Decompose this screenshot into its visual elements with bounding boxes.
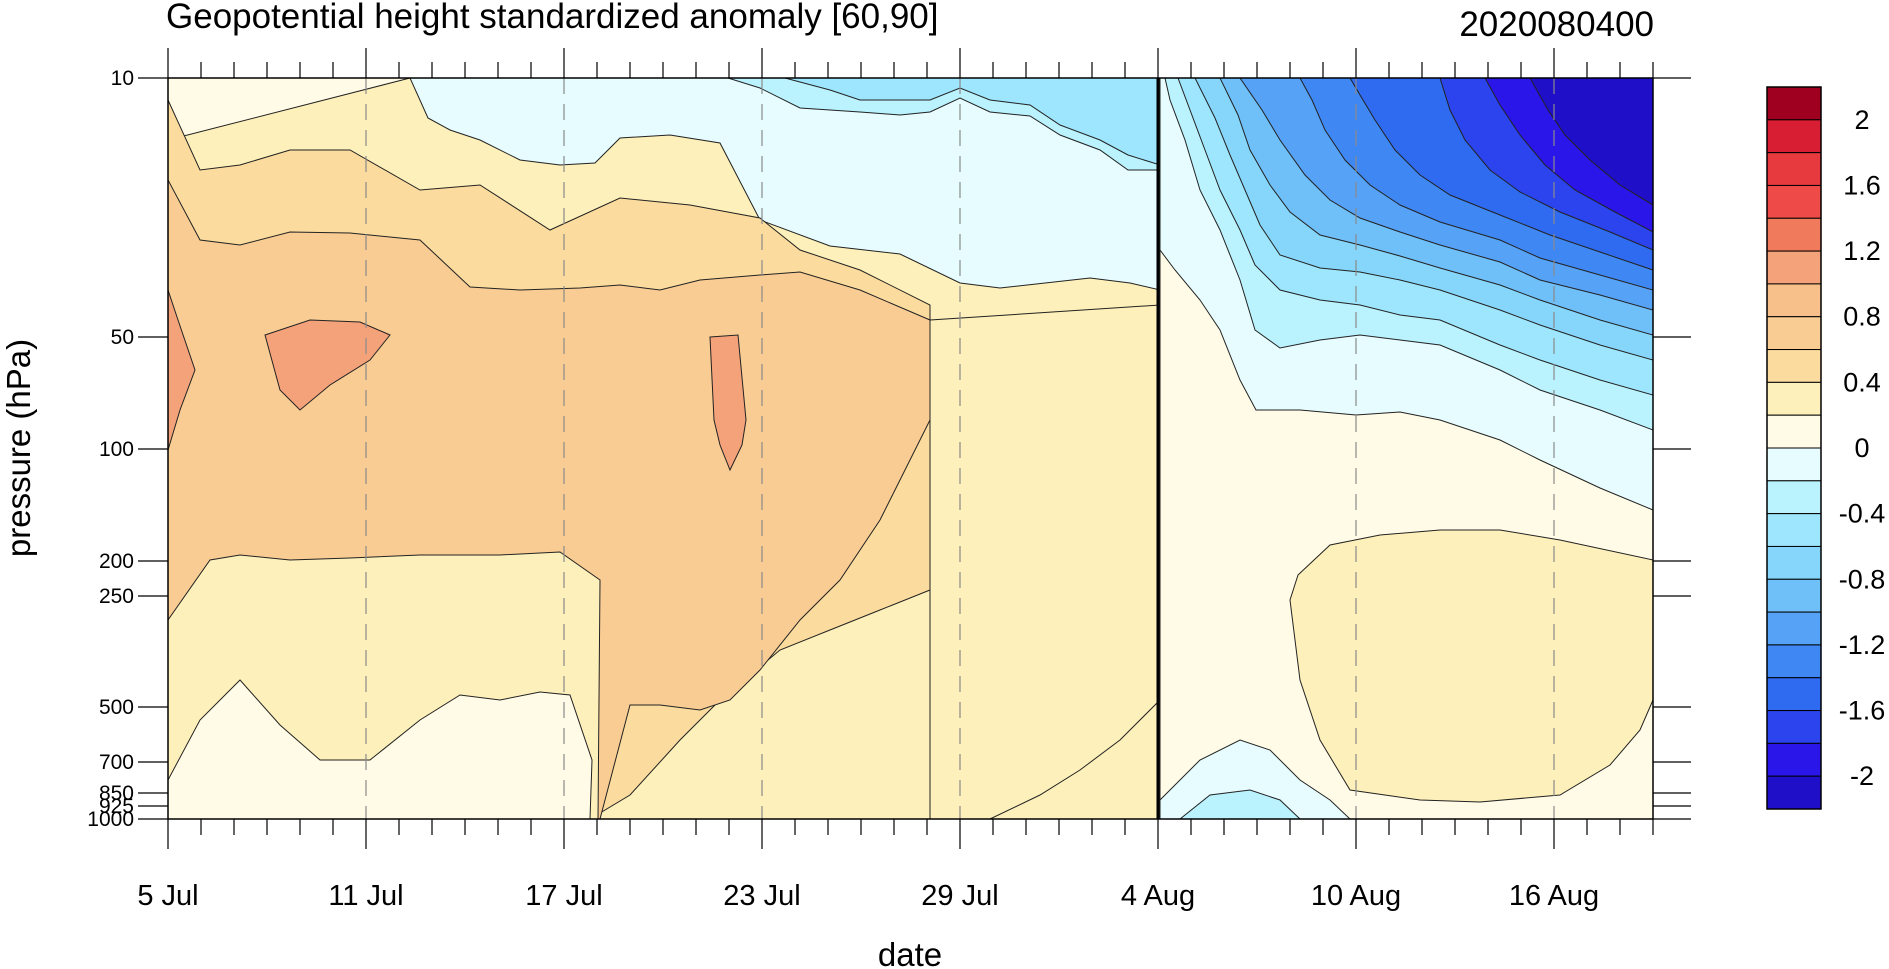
- y-tick-label-1000: 1000: [87, 808, 134, 831]
- colorbar-label-3: 0.8: [1843, 302, 1881, 332]
- colorbar-swatch-6: [1766, 283, 1822, 318]
- y-tick-label-250: 250: [99, 585, 134, 608]
- colorbar: 2 1.6 1.2 0.8 0.4 0 -0.4 -0.8 -1.2 -1.6 -2: [1766, 86, 1886, 810]
- region-aug-neg11: [1529, 78, 1653, 206]
- region-upper-neg3: [784, 78, 1161, 166]
- region-aug-lowneg2: [1179, 789, 1301, 819]
- region-upper-neg1: [409, 78, 1161, 291]
- colorbar-swatch-20: [1766, 742, 1822, 777]
- colorbar-swatch-9: [1766, 381, 1822, 416]
- colorbar-label-0: 2: [1854, 105, 1869, 135]
- colorbar-label-7: -0.8: [1839, 564, 1886, 594]
- colorbar-label-10: -2: [1850, 761, 1874, 791]
- colorbar-swatch-11: [1766, 447, 1822, 482]
- colorbar-swatch-15: [1766, 578, 1822, 613]
- x-tick-label-10-aug: 10 Aug: [1311, 880, 1401, 912]
- y-tick-label-500: 500: [99, 696, 134, 719]
- y-axis-label: pressure (hPa): [0, 339, 37, 557]
- y-tick-label-700: 700: [99, 751, 134, 774]
- region-high-pos1: [168, 289, 196, 451]
- colorbar-swatch-14: [1766, 545, 1822, 580]
- x-tick-label-23-jul: 23 Jul: [723, 880, 800, 912]
- region-aug-pos: [929, 304, 1161, 819]
- colorbar-swatch-1: [1766, 119, 1822, 154]
- y-tick-label-50: 50: [111, 326, 134, 349]
- y-tick-label-100: 100: [99, 438, 134, 461]
- colorbar-border: [1766, 86, 1822, 810]
- colorbar-swatch-0: [1766, 86, 1822, 121]
- y-tick-label-850: 850: [99, 782, 134, 805]
- x-tick-label-17-jul: 17 Jul: [525, 880, 602, 912]
- colorbar-swatch-13: [1766, 513, 1822, 547]
- date-grid-lines: [365, 78, 1555, 819]
- chart-subtitle: 2020080400: [1459, 5, 1654, 44]
- x-axis-label: date: [878, 936, 942, 969]
- x-axis-ticks: 5 Jul 11 Jul 17 Jul 23 Jul 29 Jul 4 Aug 10 Aug…: [137, 48, 1654, 912]
- region-high-pos3: [709, 334, 747, 472]
- colorbar-swatch-3: [1766, 184, 1822, 219]
- x-tick-label-16-aug: 16 Aug: [1509, 880, 1599, 912]
- colorbar-swatch-18: [1766, 677, 1822, 712]
- colorbar-swatch-7: [1766, 316, 1822, 351]
- region-aug-trop-pos: [1289, 529, 1653, 803]
- colorbar-swatch-5: [1766, 250, 1822, 285]
- colorbar-swatch-21: [1766, 775, 1822, 810]
- colorbar-swatch-19: [1766, 710, 1822, 744]
- x-tick-label-5-jul: 5 Jul: [137, 880, 198, 912]
- colorbar-swatch-8: [1766, 349, 1822, 383]
- colorbar-swatch-2: [1766, 152, 1822, 186]
- colorbar-label-8: -1.2: [1839, 630, 1886, 660]
- colorbar-label-9: -1.6: [1839, 696, 1886, 726]
- y-tick-label-925: 925: [99, 795, 134, 818]
- colorbar-label-2: 1.2: [1843, 236, 1881, 266]
- colorbar-label-5: 0: [1854, 433, 1869, 463]
- chart-title: Geopotential height standardized anomaly…: [166, 0, 938, 36]
- x-tick-label-29-jul: 29 Jul: [921, 880, 998, 912]
- y-tick-label-10: 10: [111, 67, 134, 90]
- region-high-pos2: [264, 319, 391, 411]
- colorbar-swatch-10: [1766, 414, 1822, 449]
- colorbar-label-4: 0.4: [1843, 367, 1881, 397]
- y-tick-label-200: 200: [99, 550, 134, 573]
- colorbar-swatch-17: [1766, 644, 1822, 679]
- region-lower-zero: [168, 679, 593, 819]
- x-tick-label-11-jul: 11 Jul: [328, 880, 403, 912]
- colorbar-label-6: -0.4: [1839, 499, 1886, 529]
- colorbar-swatch-4: [1766, 217, 1822, 252]
- contour-fills: [168, 78, 1653, 819]
- colorbar-swatch-16: [1766, 611, 1822, 646]
- x-tick-label-4-aug: 4 Aug: [1121, 880, 1195, 912]
- colorbar-label-1: 1.6: [1843, 170, 1881, 200]
- colorbar-swatch-12: [1766, 480, 1822, 515]
